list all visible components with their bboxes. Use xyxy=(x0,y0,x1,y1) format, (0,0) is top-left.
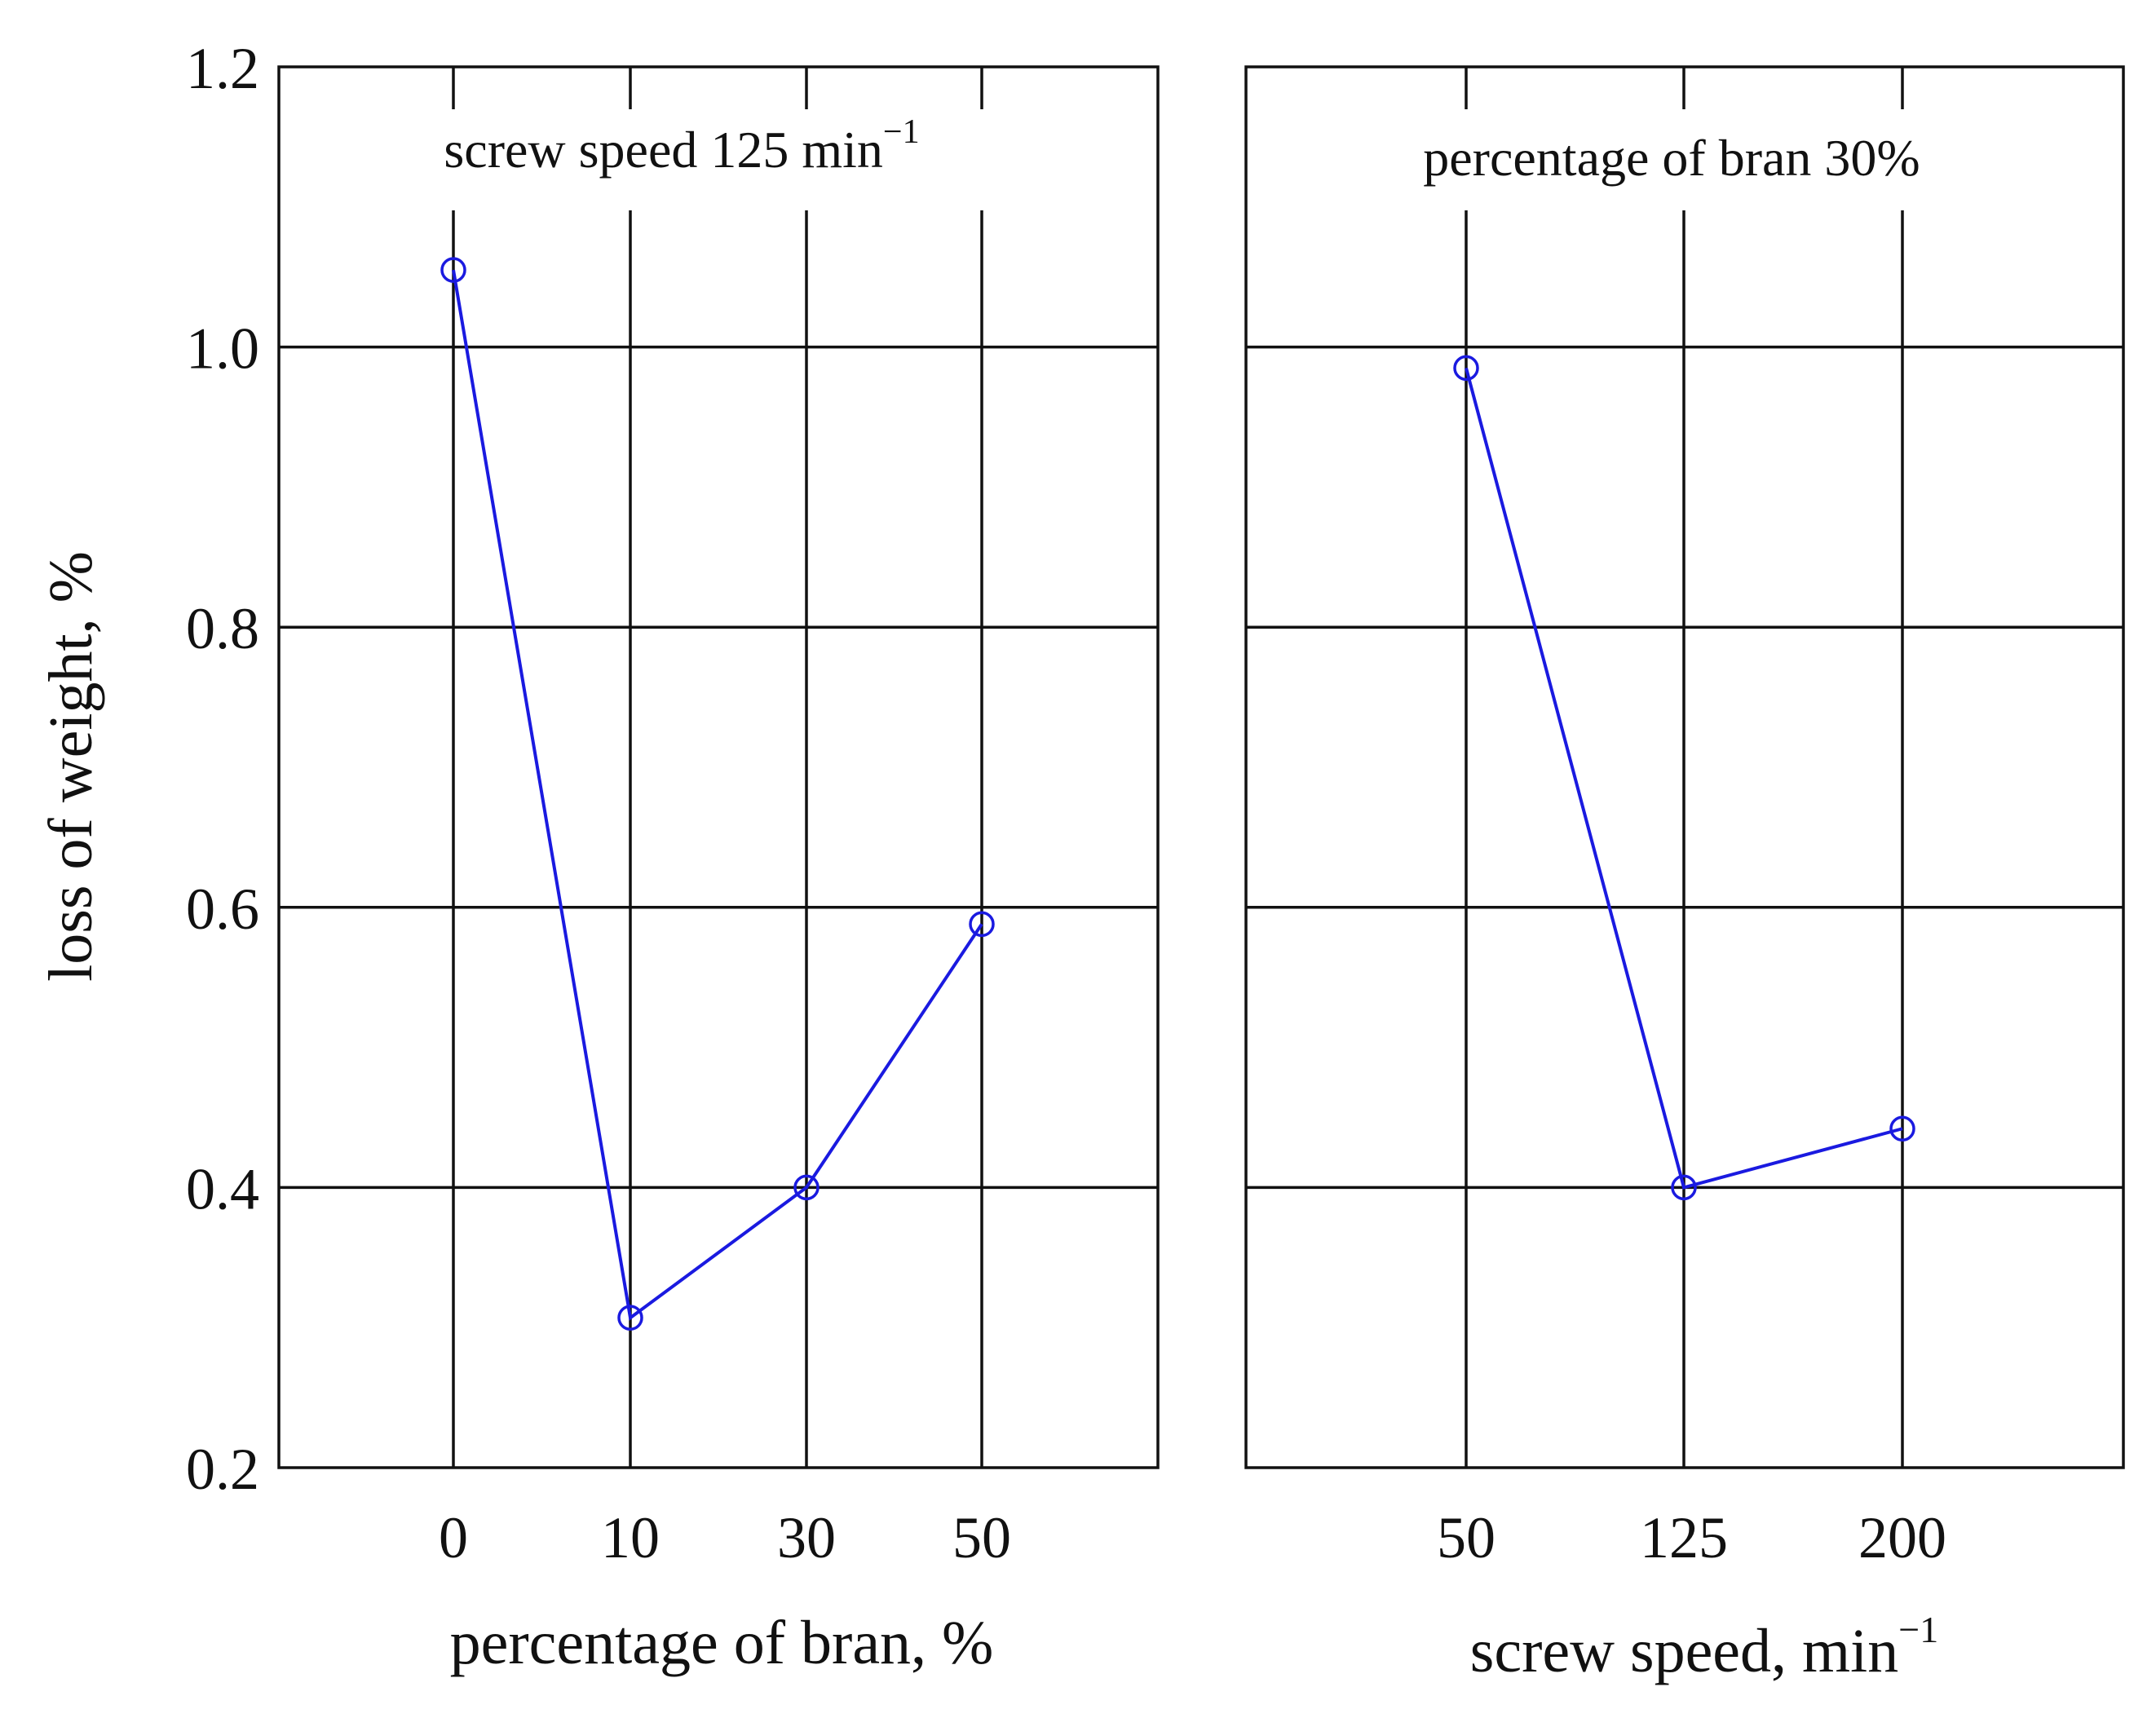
y-axis-title: loss of weight, % xyxy=(37,551,105,982)
x-tick-label: 50 xyxy=(1437,1505,1496,1570)
y-tick-label: 0.4 xyxy=(186,1156,259,1221)
data-point xyxy=(440,257,466,283)
x-tick-label: 125 xyxy=(1640,1505,1728,1570)
data-point xyxy=(793,1174,820,1201)
y-tick-label: 0.2 xyxy=(186,1437,259,1502)
series-line xyxy=(452,269,983,1321)
y-tick-label: 0.8 xyxy=(186,596,259,661)
plot-frame xyxy=(277,65,1160,1469)
y-tick-label: 0.6 xyxy=(186,877,259,942)
panel-annotation: screw speed 125 min−1 xyxy=(444,113,919,179)
data-point xyxy=(1889,1115,1915,1142)
x-axis-title: screw speed, min−1 xyxy=(1470,1609,1938,1685)
data-point xyxy=(617,1305,643,1331)
data-point xyxy=(1453,355,1479,382)
x-tick-label: 30 xyxy=(777,1505,836,1570)
series-line xyxy=(1465,367,1903,1190)
y-tick-label: 1.2 xyxy=(186,36,259,101)
x-tick-label: 200 xyxy=(1858,1505,1946,1570)
data-point xyxy=(1671,1174,1697,1201)
x-tick-label: 50 xyxy=(952,1505,1011,1570)
x-tick-label: 10 xyxy=(601,1505,660,1570)
plot-frame xyxy=(1244,65,2125,1469)
data-point xyxy=(969,911,995,938)
panel-annotation: percentage of bran 30% xyxy=(1423,129,1920,187)
x-axis-title: percentage of bran, % xyxy=(450,1609,994,1677)
right-panel-screw-speed: 50 125 200 percentage of bran 30% screw spee… xyxy=(1244,65,2125,1685)
left-panel-bran-percentage: 0.2 0.4 0.6 0.8 1.0 1.2 0 10 30 50 screw speed 125… xyxy=(186,36,1160,1677)
y-tick-label: 1.0 xyxy=(186,316,259,382)
x-tick-label: 0 xyxy=(439,1505,468,1570)
